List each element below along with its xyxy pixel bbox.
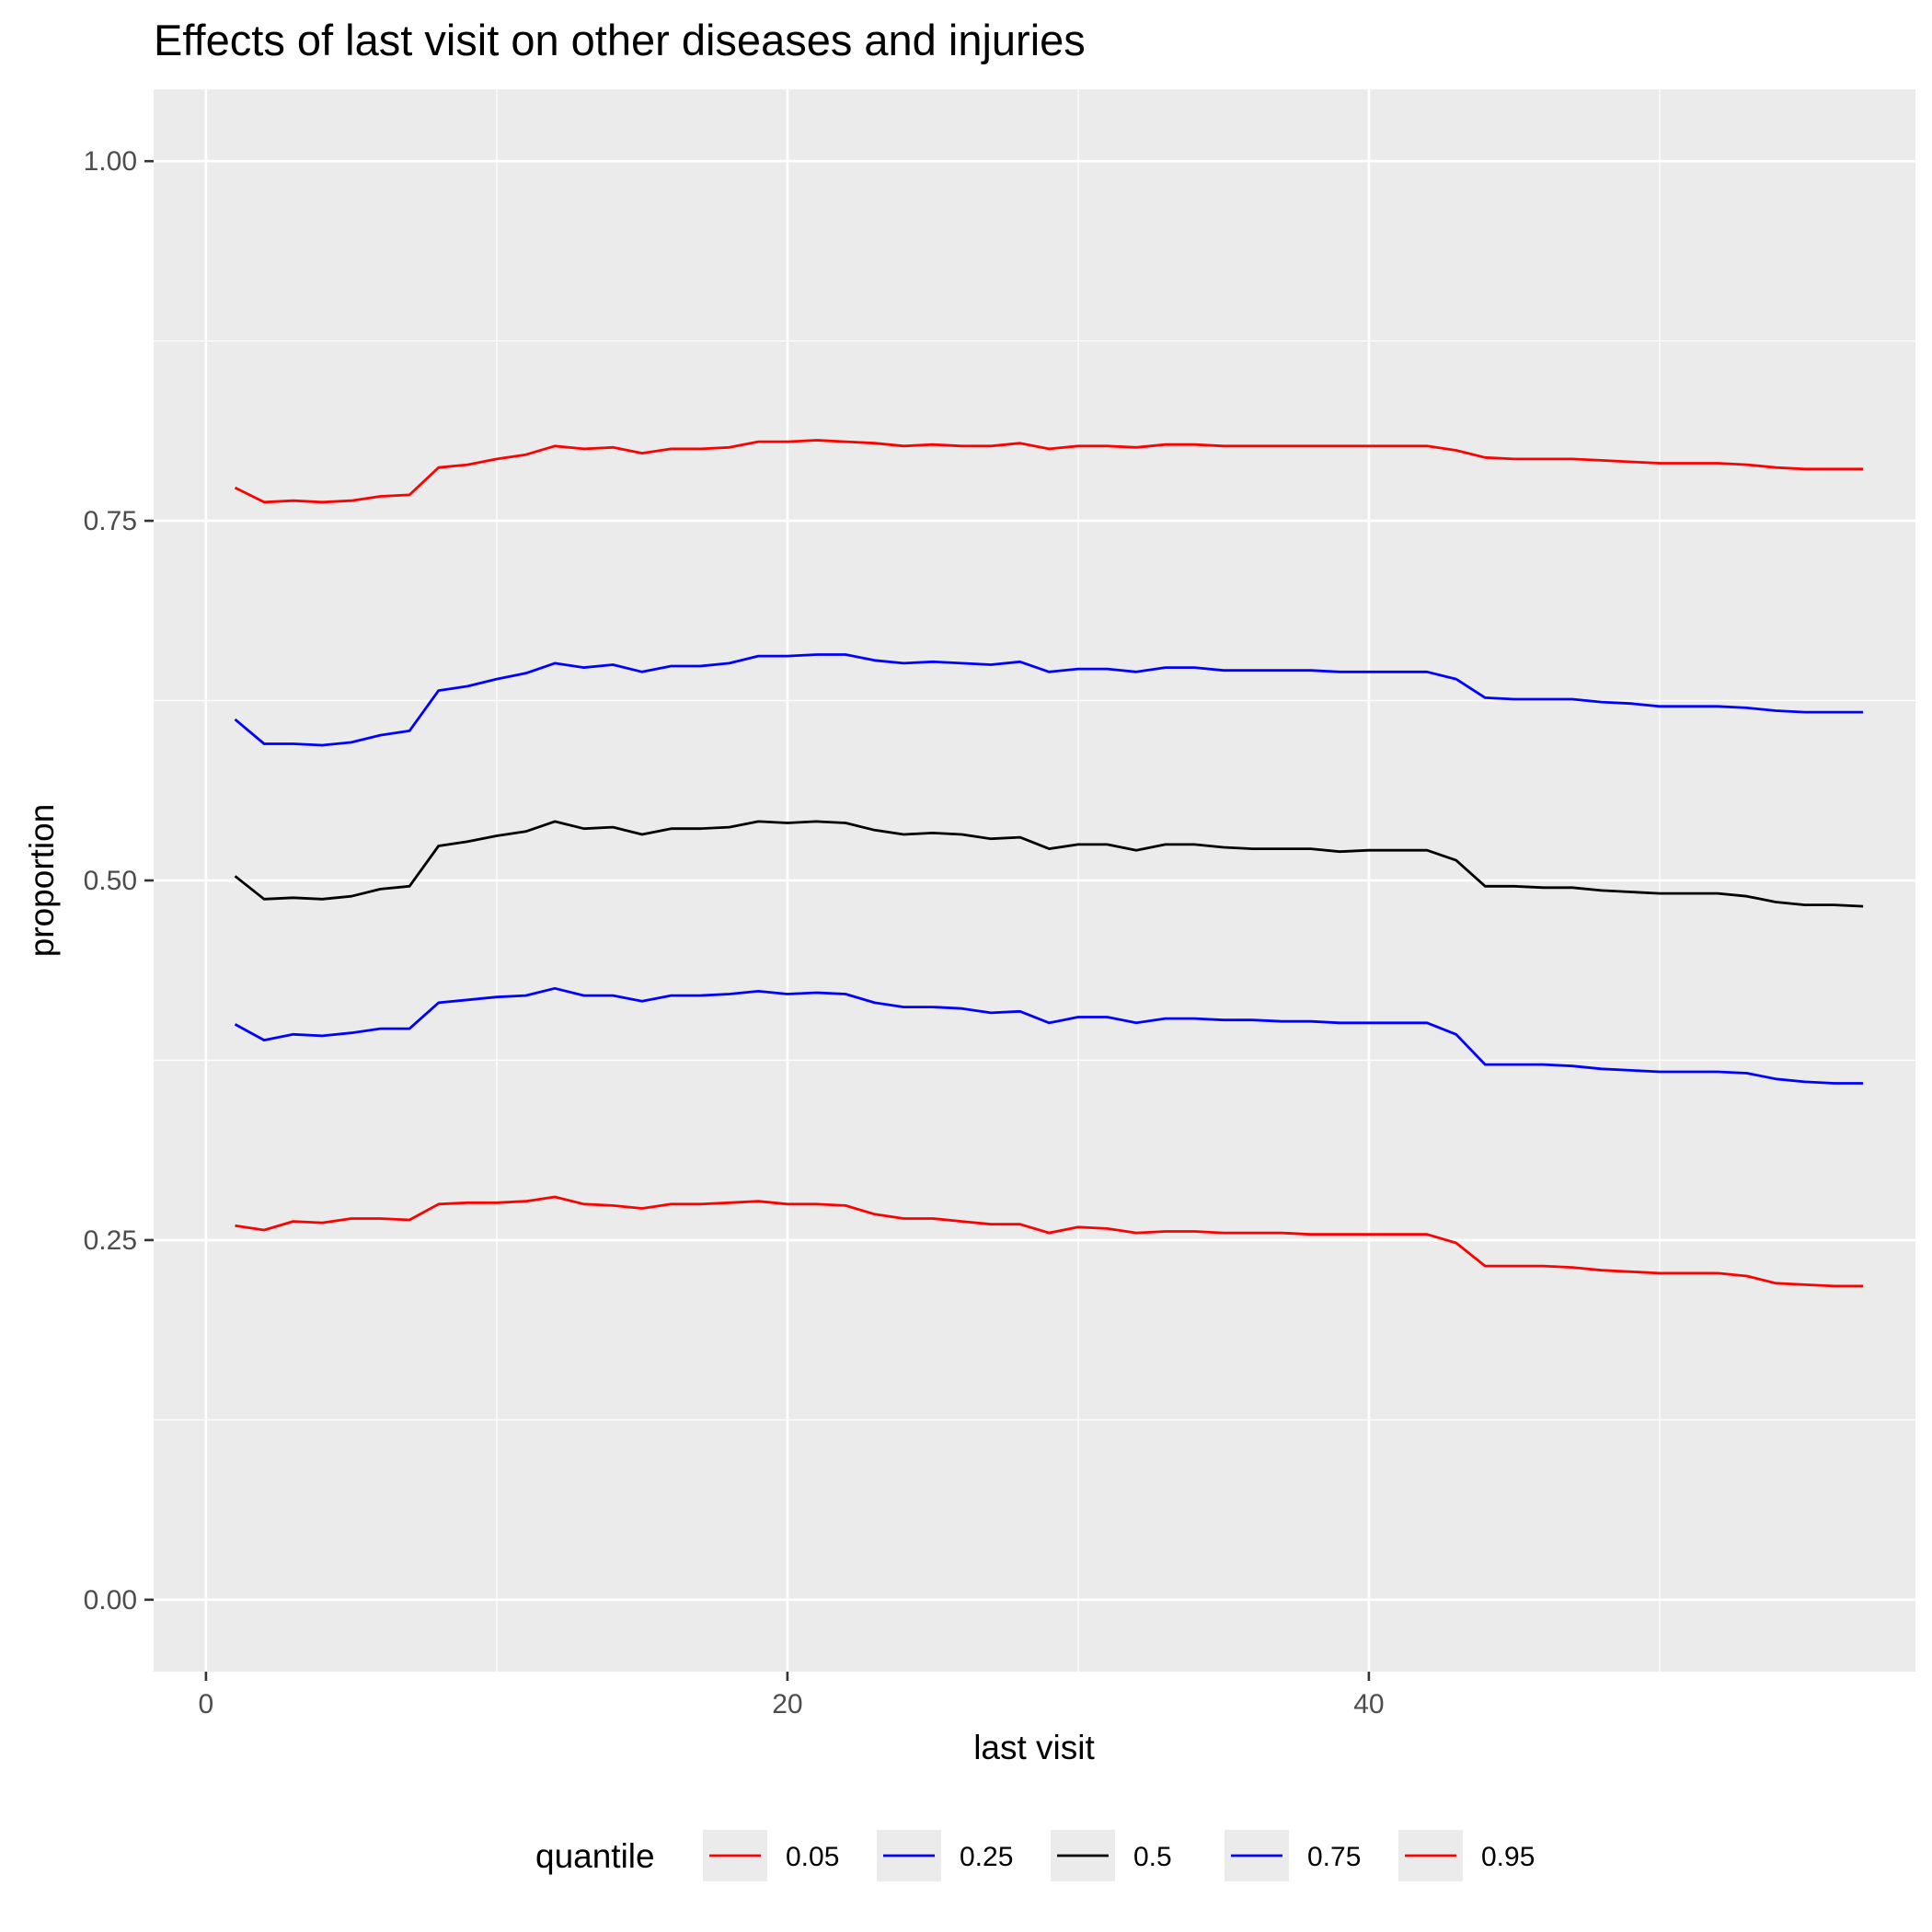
legend: quantile 0.05 0.25 0.5 0.75 0.95 <box>535 1830 1535 1881</box>
legend-label: 0.05 <box>786 1842 839 1872</box>
legend-item: 0.05 <box>703 1830 839 1881</box>
legend-item: 0.75 <box>1225 1830 1361 1881</box>
legend-label: 0.75 <box>1307 1842 1361 1872</box>
legend-item: 0.25 <box>877 1830 1013 1881</box>
series-line-0-25 <box>234 986 1864 1085</box>
y-tick-label: 0.50 <box>84 866 137 896</box>
x-tick-label: 0 <box>199 1689 214 1719</box>
y-tick-label: 0.00 <box>84 1585 137 1616</box>
series-line-0-75 <box>234 653 1864 747</box>
x-axis: 0 20 40 <box>199 1672 1385 1719</box>
y-tick-label: 0.75 <box>84 506 137 536</box>
y-tick-label: 0.25 <box>84 1225 137 1256</box>
legend-label: 0.25 <box>960 1842 1013 1872</box>
legend-items: 0.05 0.25 0.5 0.75 0.95 <box>703 1830 1535 1881</box>
x-axis-title: last visit <box>973 1729 1095 1766</box>
series-line-0-05 <box>235 1195 1864 1288</box>
legend-label: 0.95 <box>1481 1842 1535 1872</box>
legend-title: quantile <box>535 1837 655 1875</box>
legend-item: 0.95 <box>1398 1830 1535 1881</box>
y-tick-label: 1.00 <box>84 146 137 177</box>
x-tick-label: 40 <box>1353 1689 1384 1719</box>
legend-item: 0.5 <box>1051 1830 1172 1881</box>
major-grid <box>154 89 1915 1672</box>
y-axis-title: proportion <box>23 804 61 958</box>
y-axis: 0.00 0.25 0.50 0.75 1.00 <box>84 146 154 1616</box>
series-line-0-5 <box>234 820 1864 908</box>
x-tick-label: 20 <box>772 1689 802 1719</box>
legend-label: 0.5 <box>1133 1842 1172 1872</box>
series-line-0-95 <box>234 439 1864 504</box>
series-lines <box>234 439 1864 1288</box>
chart-title: Effects of last visit on other diseases … <box>154 16 1086 64</box>
